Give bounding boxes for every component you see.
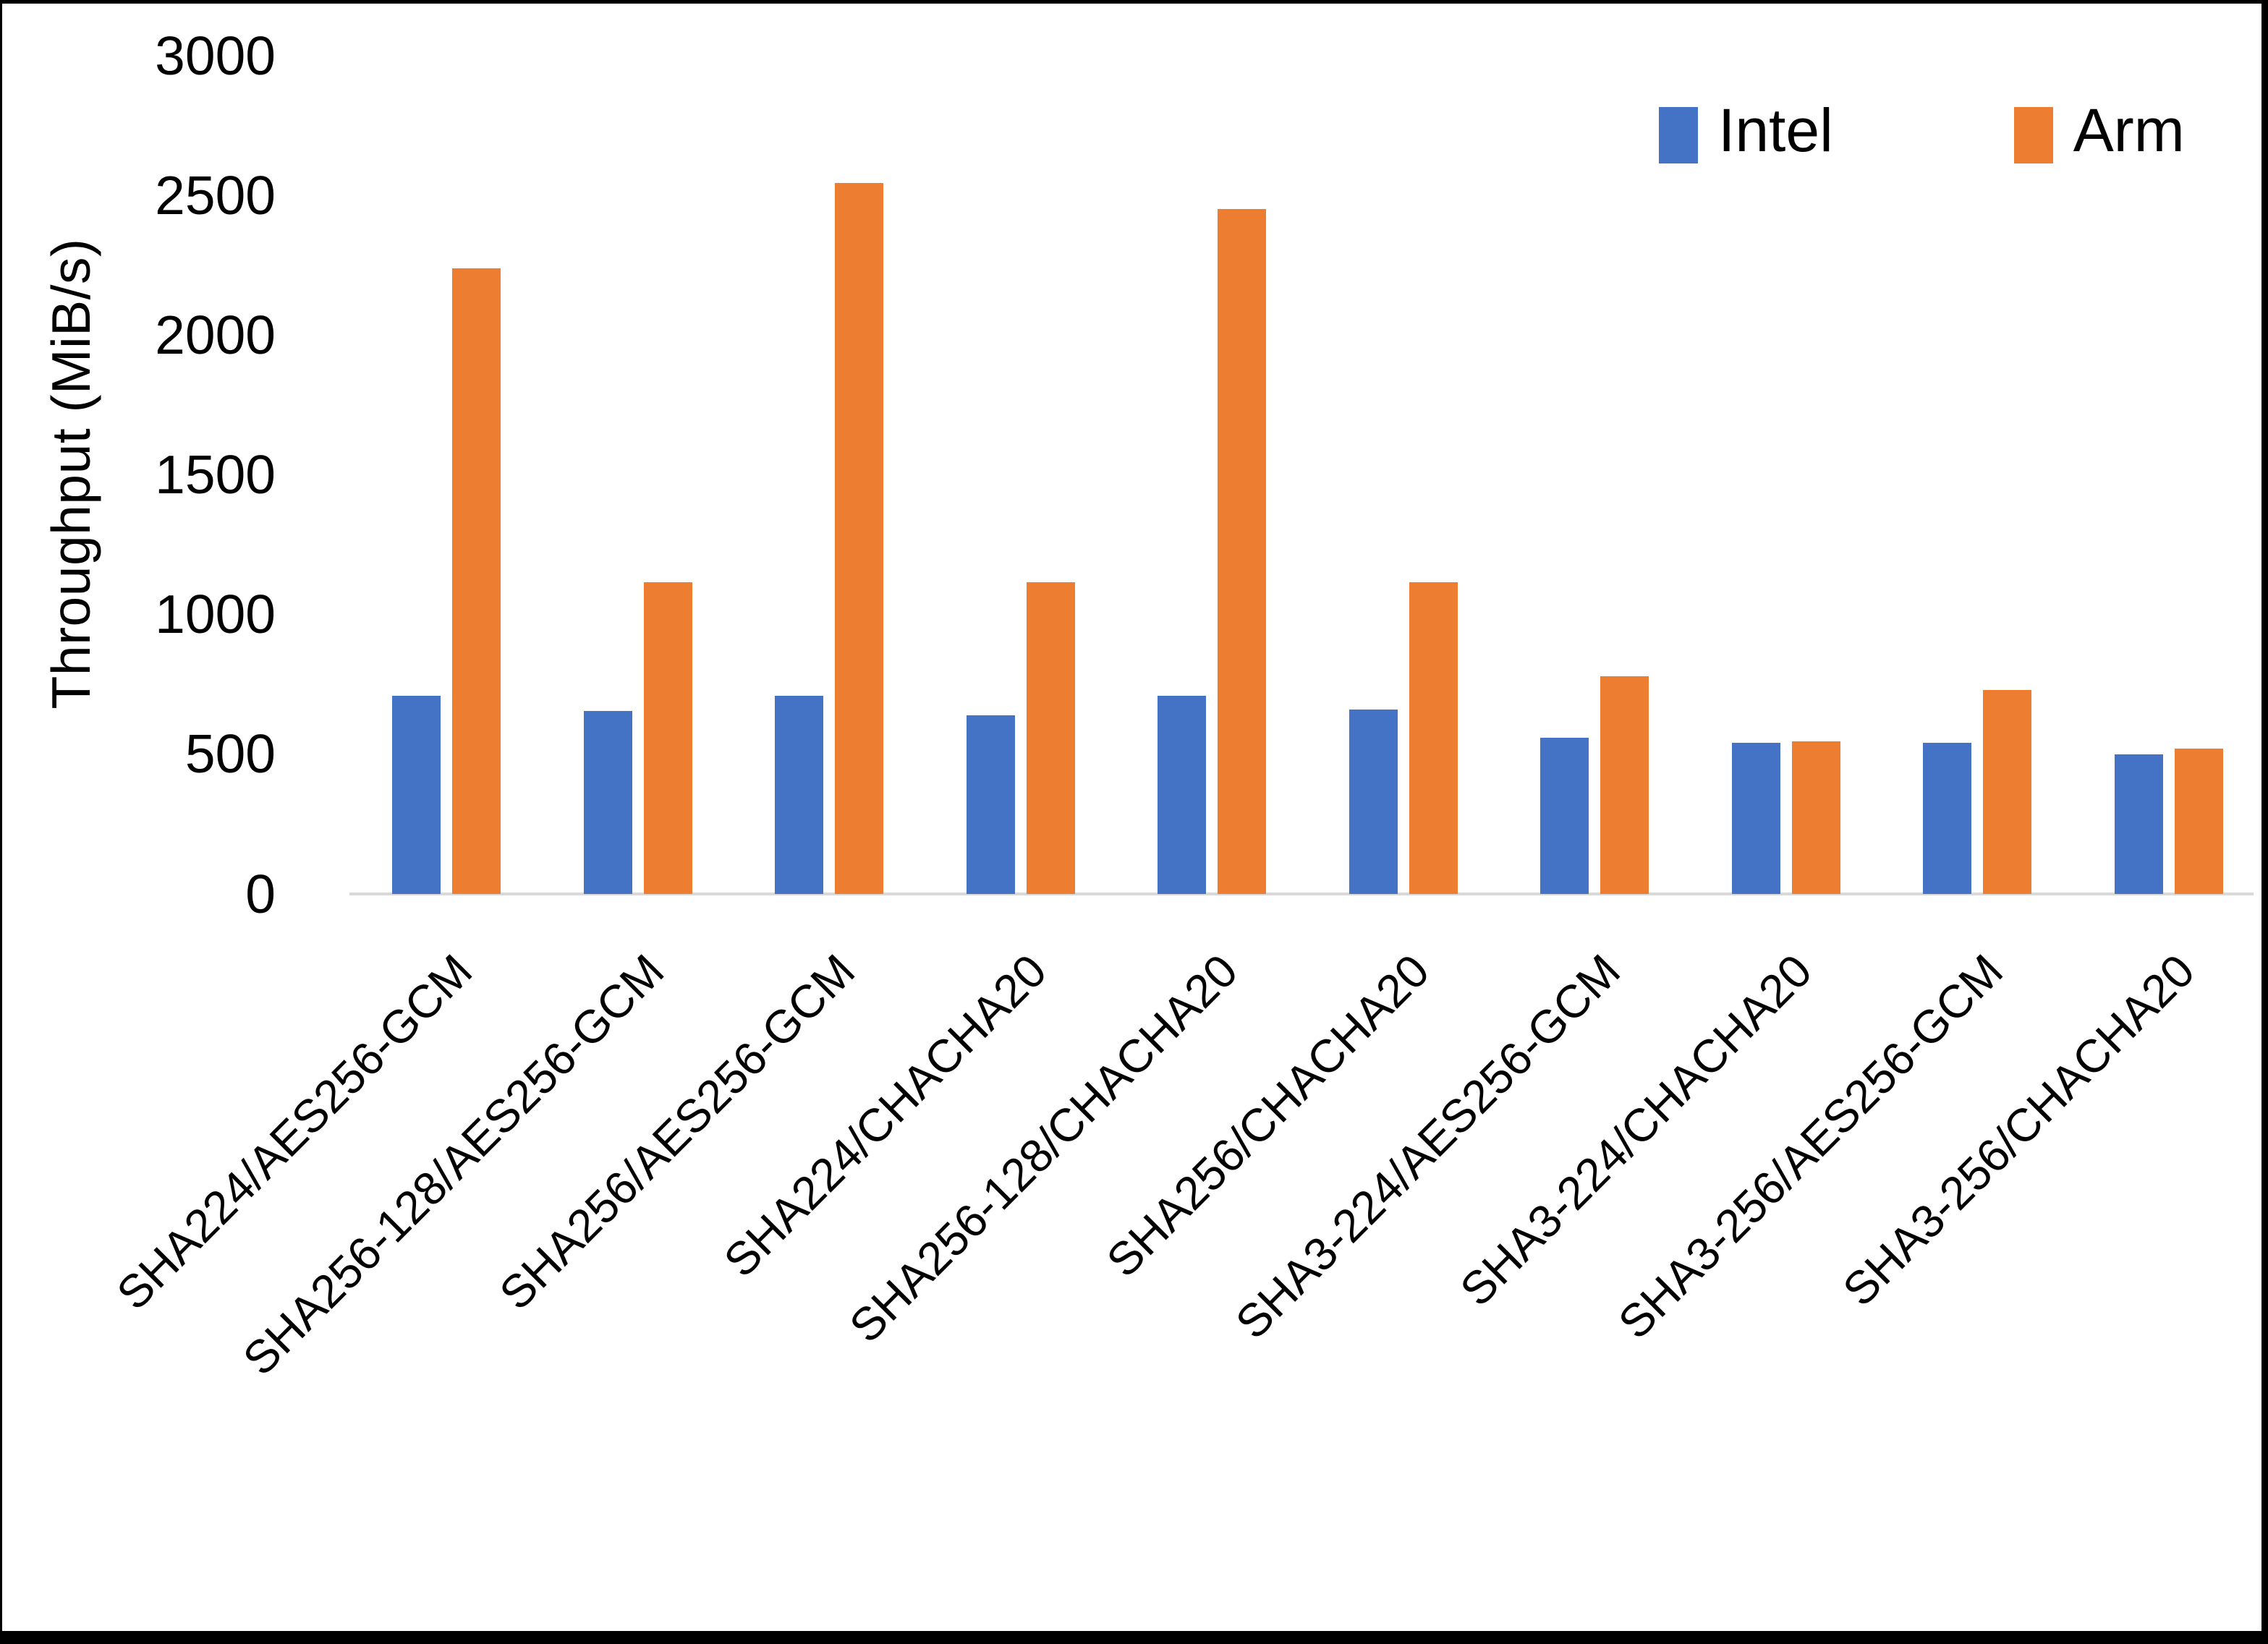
legend-intel-swatch: [1659, 107, 1698, 163]
x-category-label: SHA256/CHACHA20: [1096, 944, 1440, 1287]
arm-bar: [2174, 749, 2223, 894]
y-tick-label: 1000: [155, 584, 276, 645]
arm-bar: [835, 183, 883, 894]
intel-bar: [392, 696, 441, 894]
intel-bar: [1923, 743, 1971, 894]
arm-bar: [643, 582, 692, 894]
intel-bar: [2114, 754, 2163, 894]
x-axis-line: [349, 893, 2254, 895]
arm-bar: [1791, 741, 1840, 894]
arm-bar: [1409, 582, 1458, 894]
legend-arm-label: Arm: [2073, 96, 2185, 164]
intel-bar: [583, 711, 632, 894]
x-category-label: SHA224/AES256-GCM: [106, 944, 483, 1320]
y-tick-label: 0: [245, 863, 276, 924]
x-category-label: SHA3-256/AES256-GCM: [1608, 944, 2013, 1349]
legend-item-intel: Intel: [1659, 94, 1833, 166]
intel-bar: [1349, 710, 1398, 894]
intel-bar: [966, 715, 1015, 894]
y-tick-label: 3000: [155, 25, 276, 86]
arm-bar: [1983, 690, 2031, 894]
intel-bar: [1540, 738, 1589, 894]
x-category-label: SHA3-256/CHACHA20: [1832, 944, 2205, 1316]
y-tick-label: 2500: [155, 164, 276, 226]
legend-intel-label: Intel: [1718, 96, 1833, 164]
x-category-label: SHA256/AES256-GCM: [489, 944, 865, 1320]
y-tick-label: 1500: [155, 444, 276, 505]
legend-arm-swatch: [2013, 107, 2053, 163]
intel-bar: [775, 696, 823, 894]
x-category-label: SHA3-224/CHACHA20: [1450, 944, 1822, 1316]
x-category-label: SHA3-224/AES256-GCM: [1226, 944, 1631, 1349]
arm-bar: [1600, 676, 1649, 894]
x-category-label: SHA256-128/CHACHA20: [839, 944, 1248, 1353]
arm-bar: [1026, 582, 1075, 894]
legend: Intel Arm: [1659, 94, 2185, 166]
legend-item-arm: Arm: [2013, 94, 2185, 166]
x-category-label: SHA224/CHACHA20: [713, 944, 1057, 1287]
arm-bar: [1218, 209, 1266, 894]
intel-bar: [1158, 696, 1206, 894]
y-tick-label: 500: [184, 723, 276, 785]
intel-bar: [1731, 743, 1780, 894]
y-tick-label: 2000: [155, 304, 276, 365]
arm-bar: [452, 268, 501, 894]
